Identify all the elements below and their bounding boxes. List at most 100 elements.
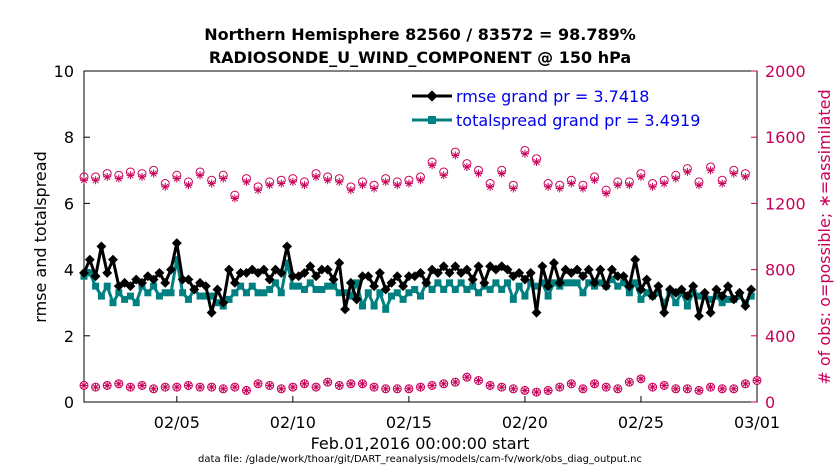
totalspread-point (625, 289, 633, 297)
rmse-point (699, 287, 710, 298)
obs-assimilated-point (590, 176, 599, 185)
totalspread-point (364, 289, 372, 297)
totalspread-point (724, 295, 732, 303)
legend-spread-label: totalspread grand pr = 3.4919 (456, 111, 700, 130)
totalspread-point (266, 285, 274, 293)
rmse-point (206, 307, 217, 318)
obs-assimilated-point (532, 388, 541, 397)
totalspread-point (283, 259, 291, 267)
plot-area (83, 70, 758, 403)
y-tick-label: 10 (54, 62, 74, 81)
x-tick-label: 03/01 (734, 413, 780, 432)
obs-assimilated-point (648, 383, 657, 392)
obs-assimilated-point (370, 184, 379, 193)
totalspread-point (335, 289, 343, 297)
rmse-point (322, 264, 333, 275)
totalspread-point (144, 289, 152, 297)
rmse-point (519, 274, 530, 285)
obs-assimilated-point (242, 386, 251, 395)
obs-assimilated-point (416, 383, 425, 392)
totalspread-point (579, 289, 587, 297)
totalspread-point (573, 279, 581, 287)
totalspread-point (271, 279, 279, 287)
rmse-point (345, 277, 356, 288)
obs-assimilated-point (486, 182, 495, 191)
totalspread-point (179, 289, 187, 297)
rmse-point (461, 264, 472, 275)
rmse-point (415, 267, 426, 278)
y-tick-label: 2 (64, 327, 74, 346)
obs-assimilated-point (544, 182, 553, 191)
rmse-point (258, 264, 269, 275)
rmse-point (166, 264, 176, 275)
rmse-point (438, 261, 449, 272)
totalspread-point (707, 295, 715, 303)
rmse-point (554, 277, 565, 288)
rmse-point (514, 267, 525, 278)
rmse-point (607, 264, 617, 275)
totalspread-point (208, 292, 216, 300)
rmse-point (746, 284, 757, 295)
rmse-point (548, 258, 559, 268)
obs-assimilated-point (126, 383, 135, 392)
totalspread-point (103, 282, 111, 290)
totalspread-point (86, 269, 94, 277)
rmse-point (351, 294, 362, 305)
rmse-point (734, 287, 745, 298)
obs-assimilated-point (230, 194, 239, 203)
totalspread-point (434, 279, 442, 287)
totalspread-point (463, 285, 471, 293)
obs-assimilated-point (474, 169, 483, 178)
obs-assimilated-point (497, 169, 506, 178)
rmse-point (137, 277, 147, 288)
obs-assimilated-point (404, 179, 413, 188)
obs-assimilated-point (381, 177, 390, 186)
rmse-point (676, 284, 687, 295)
rmse-point (450, 261, 461, 272)
totalspread-point (695, 292, 703, 300)
totalspread-point (167, 289, 175, 297)
totalspread-point (457, 279, 465, 287)
obs-assimilated-point (660, 179, 669, 188)
obs-assimilated-point (671, 384, 680, 393)
totalspread-point (248, 282, 256, 290)
obs-count-markers (79, 145, 762, 397)
obs-assimilated-point (230, 383, 239, 392)
totalspread-point (550, 279, 558, 287)
rmse-point (398, 281, 409, 292)
totalspread-point (242, 289, 250, 297)
obs-assimilated-point (196, 383, 205, 392)
totalspread-point (358, 302, 366, 310)
obs-assimilated-point (555, 184, 564, 193)
rmse-point (189, 284, 200, 295)
rmse-point (403, 271, 414, 282)
obs-assimilated-point (578, 184, 587, 193)
rmse-point (624, 281, 635, 292)
obs-assimilated-point (404, 384, 413, 393)
obs-assimilated-point (184, 381, 193, 390)
rmse-point (311, 271, 322, 282)
obs-assimilated-point (567, 379, 576, 388)
obs-assimilated-point (416, 176, 425, 185)
obs-assimilated-point (590, 379, 599, 388)
rmse-point (659, 307, 670, 318)
totalspread-point (718, 299, 726, 307)
obs-assimilated-point (694, 386, 703, 395)
obs-assimilated-point (613, 181, 622, 190)
rmse-point (630, 254, 641, 265)
totalspread-point (544, 292, 552, 300)
rmse-point (264, 274, 275, 285)
obs-assimilated-point (335, 381, 344, 390)
obs-assimilated-point (381, 384, 390, 393)
obs-assimilated-point (80, 176, 88, 185)
totalspread-point (109, 299, 117, 307)
rmse-point (688, 281, 699, 292)
obs-assimilated-point (312, 383, 321, 392)
obs-assimilated-point (718, 179, 727, 188)
rmse-point (647, 291, 658, 302)
rmse-point (154, 267, 165, 278)
legend-rmse-label: rmse grand pr = 3.7418 (456, 87, 649, 106)
obs-assimilated-point (486, 381, 495, 390)
obs-assimilated-point (683, 384, 692, 393)
obs-assimilated-point (520, 386, 529, 395)
